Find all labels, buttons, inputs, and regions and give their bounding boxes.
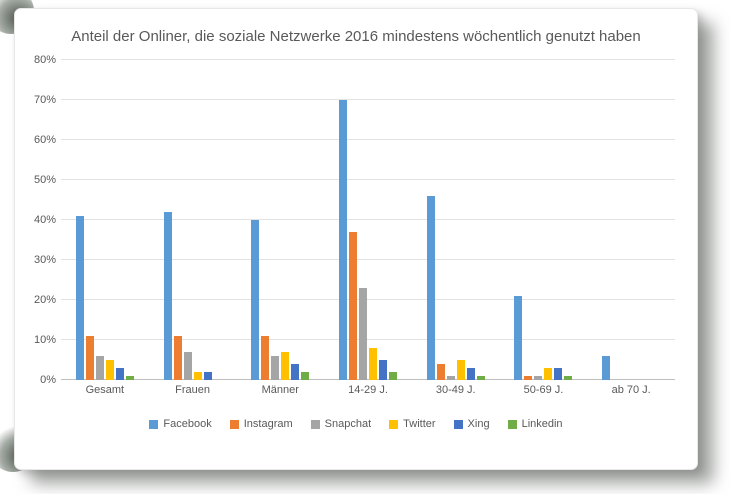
- gridline: [61, 299, 675, 301]
- plot-area: [61, 59, 675, 381]
- gridline: [61, 99, 675, 101]
- bar-twitter: [193, 372, 202, 381]
- legend-item-twitter: Twitter: [389, 418, 436, 431]
- bar-xing: [115, 368, 124, 381]
- legend-label: Snapchat: [324, 418, 372, 431]
- y-axis-label: 40%: [33, 214, 56, 227]
- bar-group-2: [149, 60, 237, 381]
- legend-swatch-instagram: [229, 419, 239, 429]
- bar-group-4: [324, 60, 412, 381]
- gridline: [61, 139, 675, 141]
- legend-label: Facebook: [163, 418, 212, 431]
- x-axis-label: 30-49 J.: [435, 384, 476, 397]
- bar-group-3: [236, 60, 324, 381]
- bar-snapchat: [534, 376, 543, 381]
- bar-twitter: [369, 348, 378, 381]
- gridline: [61, 339, 675, 341]
- bar-xing: [379, 360, 388, 381]
- x-axis-label: 14-29 J.: [348, 384, 388, 397]
- bar-facebook: [426, 196, 435, 381]
- gridline: [61, 259, 675, 261]
- bar-twitter: [281, 352, 290, 381]
- y-axis-label: 80%: [33, 54, 56, 67]
- bar-linkedin: [301, 372, 310, 381]
- gridline: [61, 59, 675, 61]
- bar-twitter: [456, 360, 465, 381]
- x-axis: Gesamt Frauen Männer 14-29 J. 30-49 J. 50-69 …: [61, 384, 675, 396]
- chart-title: Anteil der Onliner, die soziale Netzwerk…: [71, 28, 641, 45]
- bar-instagram: [261, 336, 270, 381]
- y-axis-label: 60%: [33, 134, 56, 147]
- x-axis-label: Männer: [261, 384, 299, 397]
- bar-xing: [291, 364, 300, 381]
- legend-item-facebook: Facebook: [149, 418, 212, 431]
- bar-xing: [203, 372, 212, 381]
- y-axis-label: 50%: [33, 174, 56, 187]
- bar-twitter: [544, 368, 553, 381]
- bar-group-1: [61, 60, 149, 381]
- legend-swatch-facebook: [149, 419, 159, 429]
- legend-item-linkedin: Linkedin: [507, 418, 563, 431]
- bar-facebook: [339, 100, 348, 381]
- bar-snapchat: [271, 356, 280, 381]
- gridline: [61, 179, 675, 181]
- x-axis-line: [61, 379, 675, 381]
- bar-snapchat: [359, 288, 368, 381]
- legend-label: Instagram: [243, 418, 293, 431]
- bar-linkedin: [476, 376, 485, 381]
- legend-label: Xing: [467, 418, 490, 431]
- legend-label: Linkedin: [521, 418, 563, 431]
- chart-body: 0% 10% 20% 30% 40% 50% 60% 70% 80%: [25, 54, 675, 386]
- legend-swatch-linkedin: [507, 419, 517, 429]
- bar-snapchat: [446, 376, 455, 381]
- bar-xing: [466, 368, 475, 381]
- legend-swatch-xing: [453, 419, 463, 429]
- bar-group-6: [500, 60, 588, 381]
- bar-facebook: [163, 212, 172, 381]
- chart-card: Anteil der Onliner, die soziale Netzwerk…: [14, 8, 698, 470]
- bar-xing: [554, 368, 563, 381]
- y-axis-label: 20%: [33, 294, 56, 307]
- bar-twitter: [105, 360, 114, 381]
- y-axis-label: 0%: [40, 374, 56, 387]
- bar-linkedin: [389, 372, 398, 381]
- bar-instagram: [85, 336, 94, 381]
- y-axis: 0% 10% 20% 30% 40% 50% 60% 70% 80%: [25, 54, 61, 386]
- gridline: [61, 219, 675, 221]
- legend: Facebook Instagram Snapchat Twitter Xing Link…: [15, 418, 697, 430]
- bar-instagram: [436, 364, 445, 381]
- x-axis-label: 50-69 J.: [523, 384, 564, 397]
- legend-item-snapchat: Snapchat: [310, 418, 372, 431]
- y-axis-label: 70%: [33, 94, 56, 107]
- y-axis-label: 30%: [33, 254, 56, 267]
- legend-swatch-snapchat: [310, 419, 320, 429]
- x-axis-label: ab 70 J.: [611, 384, 651, 397]
- bar-snapchat: [183, 352, 192, 381]
- bar-facebook: [602, 356, 611, 381]
- bar-facebook: [251, 220, 260, 381]
- bar-group-7: [587, 60, 675, 381]
- y-axis-label: 10%: [33, 334, 56, 347]
- groups-row: [61, 60, 675, 381]
- legend-swatch-twitter: [389, 419, 399, 429]
- legend-item-instagram: Instagram: [229, 418, 293, 431]
- bar-instagram: [349, 232, 358, 381]
- legend-label: Twitter: [403, 418, 436, 431]
- bar-group-5: [412, 60, 500, 381]
- bar-facebook: [514, 296, 523, 381]
- bar-snapchat: [95, 356, 104, 381]
- bar-instagram: [173, 336, 182, 381]
- bar-instagram: [524, 376, 533, 381]
- bar-linkedin: [125, 376, 134, 381]
- x-axis-label: Frauen: [175, 384, 210, 397]
- legend-item-xing: Xing: [453, 418, 490, 431]
- bar-facebook: [75, 216, 84, 381]
- x-axis-label: Gesamt: [85, 384, 125, 397]
- bar-linkedin: [564, 376, 573, 381]
